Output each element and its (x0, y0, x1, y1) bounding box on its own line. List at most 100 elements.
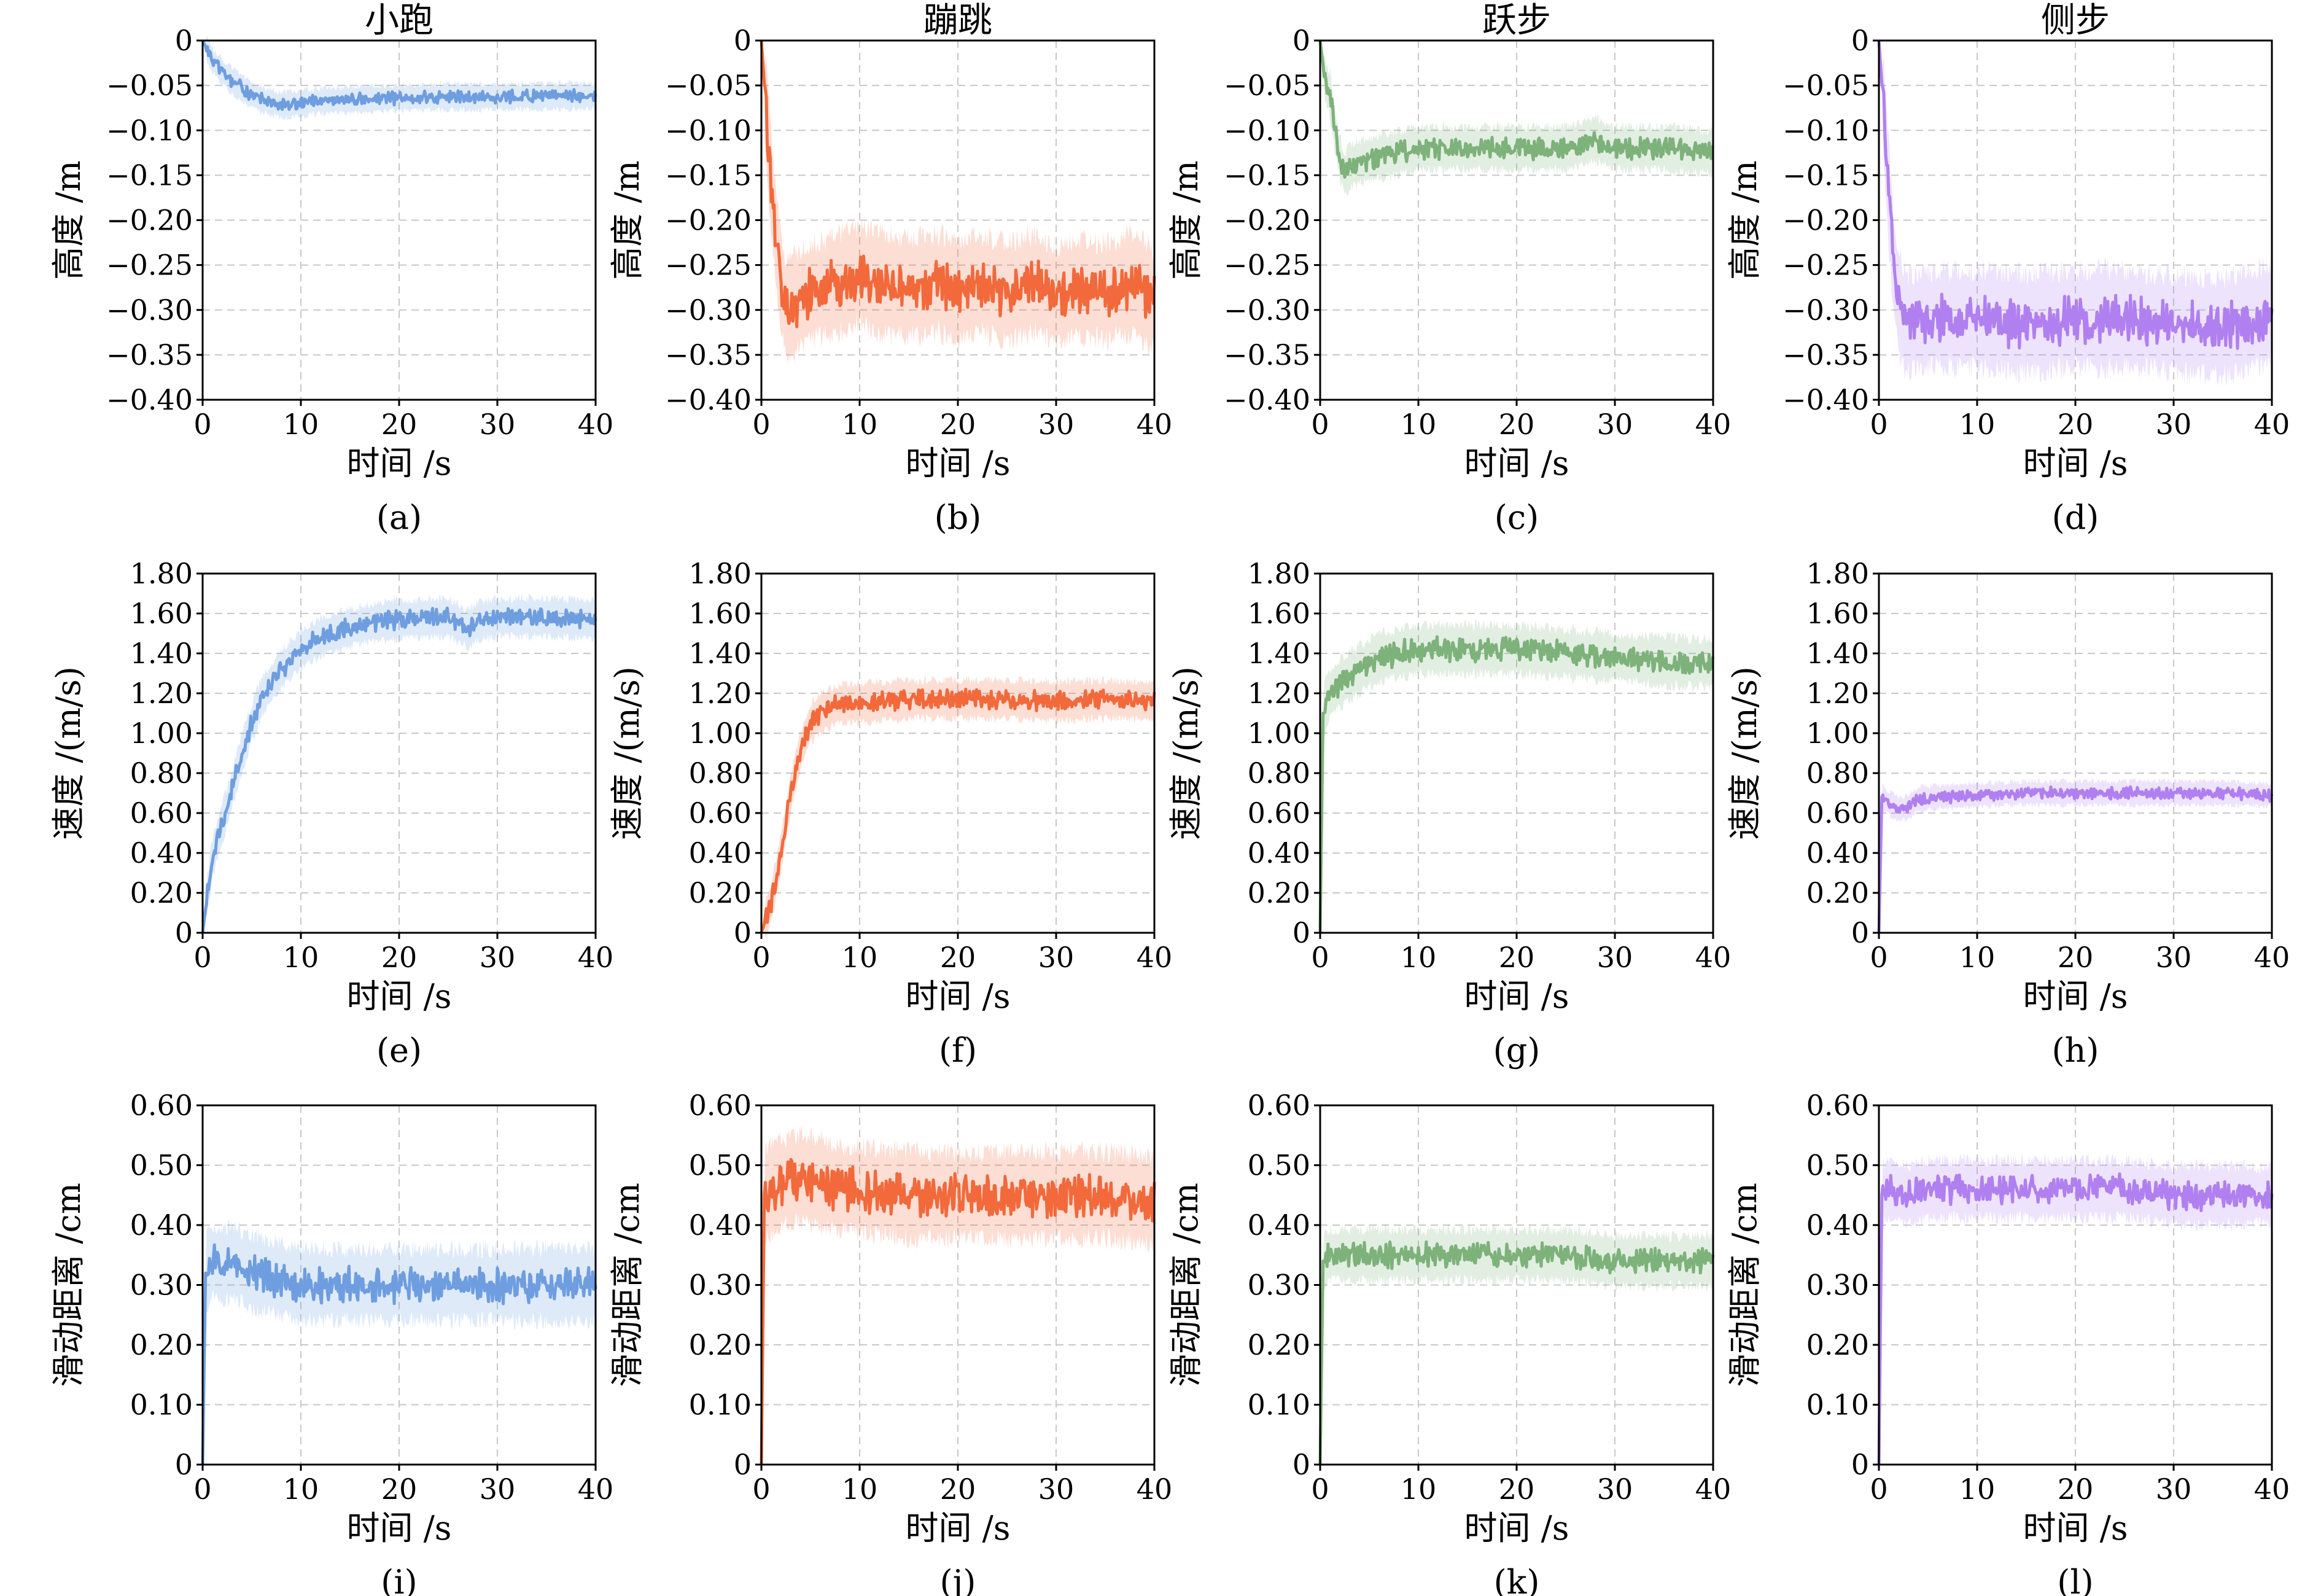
x-tick-label: 0 (1311, 941, 1329, 974)
y-tick-label: 0 (1851, 24, 1869, 57)
y-tick-label: −0.30 (1783, 294, 1869, 327)
x-tick-label: 40 (1137, 941, 1173, 974)
chart-title: 小跑 (365, 1, 433, 41)
y-tick-label: 0.60 (1806, 1089, 1869, 1122)
y-tick-label: 0.60 (130, 1089, 193, 1122)
chart-panel: 0 10 20 30 40 0 −0.05 −0.10 −0.15 −0.20 −0.25 −0.30… (1725, 1, 2290, 537)
series-band (1320, 619, 1713, 933)
y-tick-label: −0.10 (1224, 114, 1310, 147)
y-tick-label: 0 (734, 916, 752, 949)
x-tick-label: 10 (842, 1473, 878, 1506)
y-axis-label: 速度 /(m/s) (608, 666, 647, 840)
y-tick-label: −0.15 (1783, 158, 1869, 192)
panel-caption: (a) (376, 498, 422, 537)
y-tick-label: 0 (175, 1448, 193, 1481)
y-tick-label: −0.40 (106, 383, 193, 416)
x-axis-label: 时间 /s (1464, 444, 1569, 483)
panel-caption: (g) (1493, 1031, 1541, 1070)
chart-title: 跃步 (1482, 1, 1551, 41)
y-tick-label: 1.60 (130, 597, 193, 630)
y-tick-label: 0 (1293, 24, 1310, 57)
y-tick-label: 1.20 (689, 677, 752, 710)
y-tick-label: 0.30 (1248, 1269, 1310, 1302)
y-axis-label: 滑动距离 /cm (608, 1183, 647, 1387)
y-axis-label: 滑动距离 /cm (1725, 1183, 1764, 1387)
y-tick-label: −0.40 (665, 383, 752, 416)
y-tick-label: −0.25 (665, 249, 752, 282)
x-tick-label: 20 (940, 408, 976, 441)
x-axis-label: 时间 /s (346, 977, 451, 1016)
y-axis-label: 高度 /m (608, 160, 647, 280)
y-tick-label: 0.60 (1806, 796, 1869, 830)
x-axis-label: 时间 /s (905, 977, 1010, 1016)
x-axis-label: 时间 /s (905, 1509, 1010, 1547)
x-tick-label: 20 (2058, 408, 2094, 441)
y-tick-label: 0.80 (1806, 757, 1869, 790)
y-tick-label: −0.10 (106, 114, 193, 147)
y-tick-label: 0.60 (689, 1089, 752, 1122)
x-tick-label: 0 (752, 1473, 770, 1506)
y-axis-label: 滑动距离 /cm (1167, 1183, 1205, 1387)
x-axis-label: 时间 /s (1464, 1509, 1569, 1547)
chart-panel: 0 10 20 30 40 0 −0.05 −0.10 −0.15 −0.20 −0.25 −0.30… (1167, 1, 1731, 537)
y-tick-label: −0.15 (665, 158, 752, 192)
x-tick-label: 40 (578, 1473, 614, 1506)
x-tick-label: 0 (1870, 941, 1888, 974)
y-tick-label: 0 (734, 24, 752, 57)
y-tick-label: 0.20 (1806, 876, 1869, 909)
chart-panel: 0 10 20 30 4000.200.400.600.801.001.201.401.… (1725, 557, 2290, 1070)
y-tick-label: 0 (1851, 916, 1869, 949)
y-tick-label: −0.05 (1783, 69, 1869, 102)
y-tick-label: 1.40 (130, 637, 193, 670)
y-tick-label: 1.80 (130, 557, 193, 590)
y-tick-label: 0.60 (689, 796, 752, 830)
y-tick-label: 0.30 (1806, 1269, 1869, 1302)
y-tick-label: −0.20 (106, 204, 193, 237)
panel-caption: (l) (2057, 1563, 2093, 1596)
x-tick-label: 0 (1870, 1473, 1888, 1506)
x-tick-label: 0 (1870, 408, 1888, 441)
y-tick-label: −0.25 (1224, 249, 1310, 282)
x-tick-label: 0 (1311, 1473, 1329, 1506)
y-tick-label: 0.20 (1806, 1328, 1869, 1361)
y-tick-label: 1.20 (1806, 677, 1869, 710)
y-tick-label: −0.20 (665, 204, 752, 237)
y-tick-label: 0.20 (130, 876, 193, 909)
x-tick-label: 10 (283, 408, 319, 441)
x-tick-label: 10 (1959, 941, 1996, 974)
y-axis-label: 高度 /m (1725, 160, 1764, 280)
x-tick-label: 10 (842, 408, 878, 441)
panel-caption: (d) (2052, 498, 2099, 537)
y-tick-label: 1.20 (1248, 677, 1310, 710)
y-tick-label: 0.20 (1248, 1328, 1310, 1361)
y-tick-label: −0.10 (1783, 114, 1869, 147)
y-tick-label: 0.40 (1248, 836, 1310, 870)
y-tick-label: −0.40 (1783, 383, 1869, 416)
y-tick-label: 0.50 (130, 1149, 193, 1182)
y-tick-label: 0.20 (1248, 876, 1310, 909)
x-tick-label: 40 (1137, 408, 1173, 441)
y-tick-label: −0.20 (1783, 204, 1869, 237)
x-tick-label: 20 (2058, 941, 2094, 974)
y-tick-label: 0 (175, 24, 193, 57)
y-tick-label: 0.40 (130, 836, 193, 870)
y-tick-label: 1.00 (130, 717, 193, 750)
x-tick-label: 0 (193, 408, 211, 441)
y-tick-label: 0.50 (1248, 1149, 1310, 1182)
x-tick-label: 10 (1401, 941, 1437, 974)
series-line (760, 40, 1156, 329)
y-tick-label: 0.20 (689, 1328, 752, 1361)
x-tick-label: 20 (1499, 941, 1535, 974)
x-tick-label: 10 (283, 941, 319, 974)
x-tick-label: 40 (2254, 1473, 2290, 1506)
series-band (1320, 41, 1713, 197)
y-tick-label: −0.40 (1224, 383, 1310, 416)
series-line (201, 39, 597, 111)
y-tick-label: 0.80 (130, 757, 193, 790)
y-tick-label: −0.25 (1783, 249, 1869, 282)
y-tick-label: 1.40 (1806, 637, 1869, 670)
x-tick-label: 40 (1695, 1473, 1732, 1506)
y-axis-label: 滑动距离 /cm (49, 1183, 88, 1387)
x-tick-label: 30 (480, 941, 516, 974)
y-tick-label: 1.00 (1806, 717, 1869, 750)
